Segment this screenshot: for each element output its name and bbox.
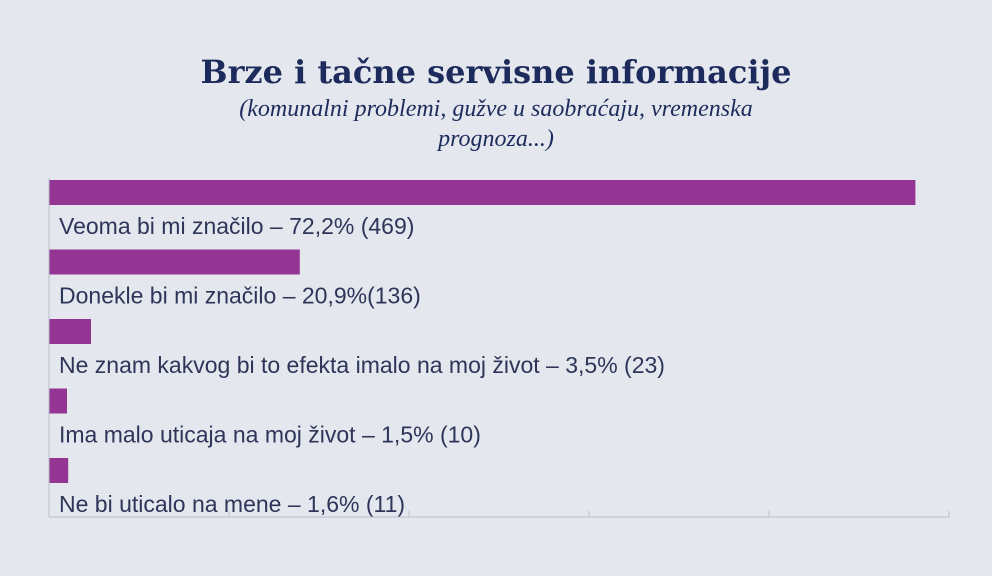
category-label-5: Ne bi uticalo na mene – 1,6% (11) [59,491,405,517]
bar-3 [49,319,91,344]
category-label-4: Ima malo uticaja na moj život – 1,5% (10… [59,422,481,448]
x-axis [48,178,950,518]
category-label-2: Donekle bi mi značilo – 20,9%(136) [59,283,421,309]
bar-5 [49,458,69,483]
category-label-group: Veoma bi mi značilo – 72,2% (469) Donekle… [59,213,665,517]
category-label-1: Veoma bi mi značilo – 72,2% (469) [59,213,414,239]
bar-1 [49,180,916,205]
category-label-3: Ne znam kakvog bi to efekta imalo na moj… [59,352,665,378]
bar-4 [49,388,67,414]
chart-subtitle: (komunalni problemi, gužve u saobraćaju,… [239,96,753,152]
bar-group [49,180,916,483]
chart-title: Brze i tačne servisne informacije [200,53,792,91]
bar-2 [49,249,300,275]
